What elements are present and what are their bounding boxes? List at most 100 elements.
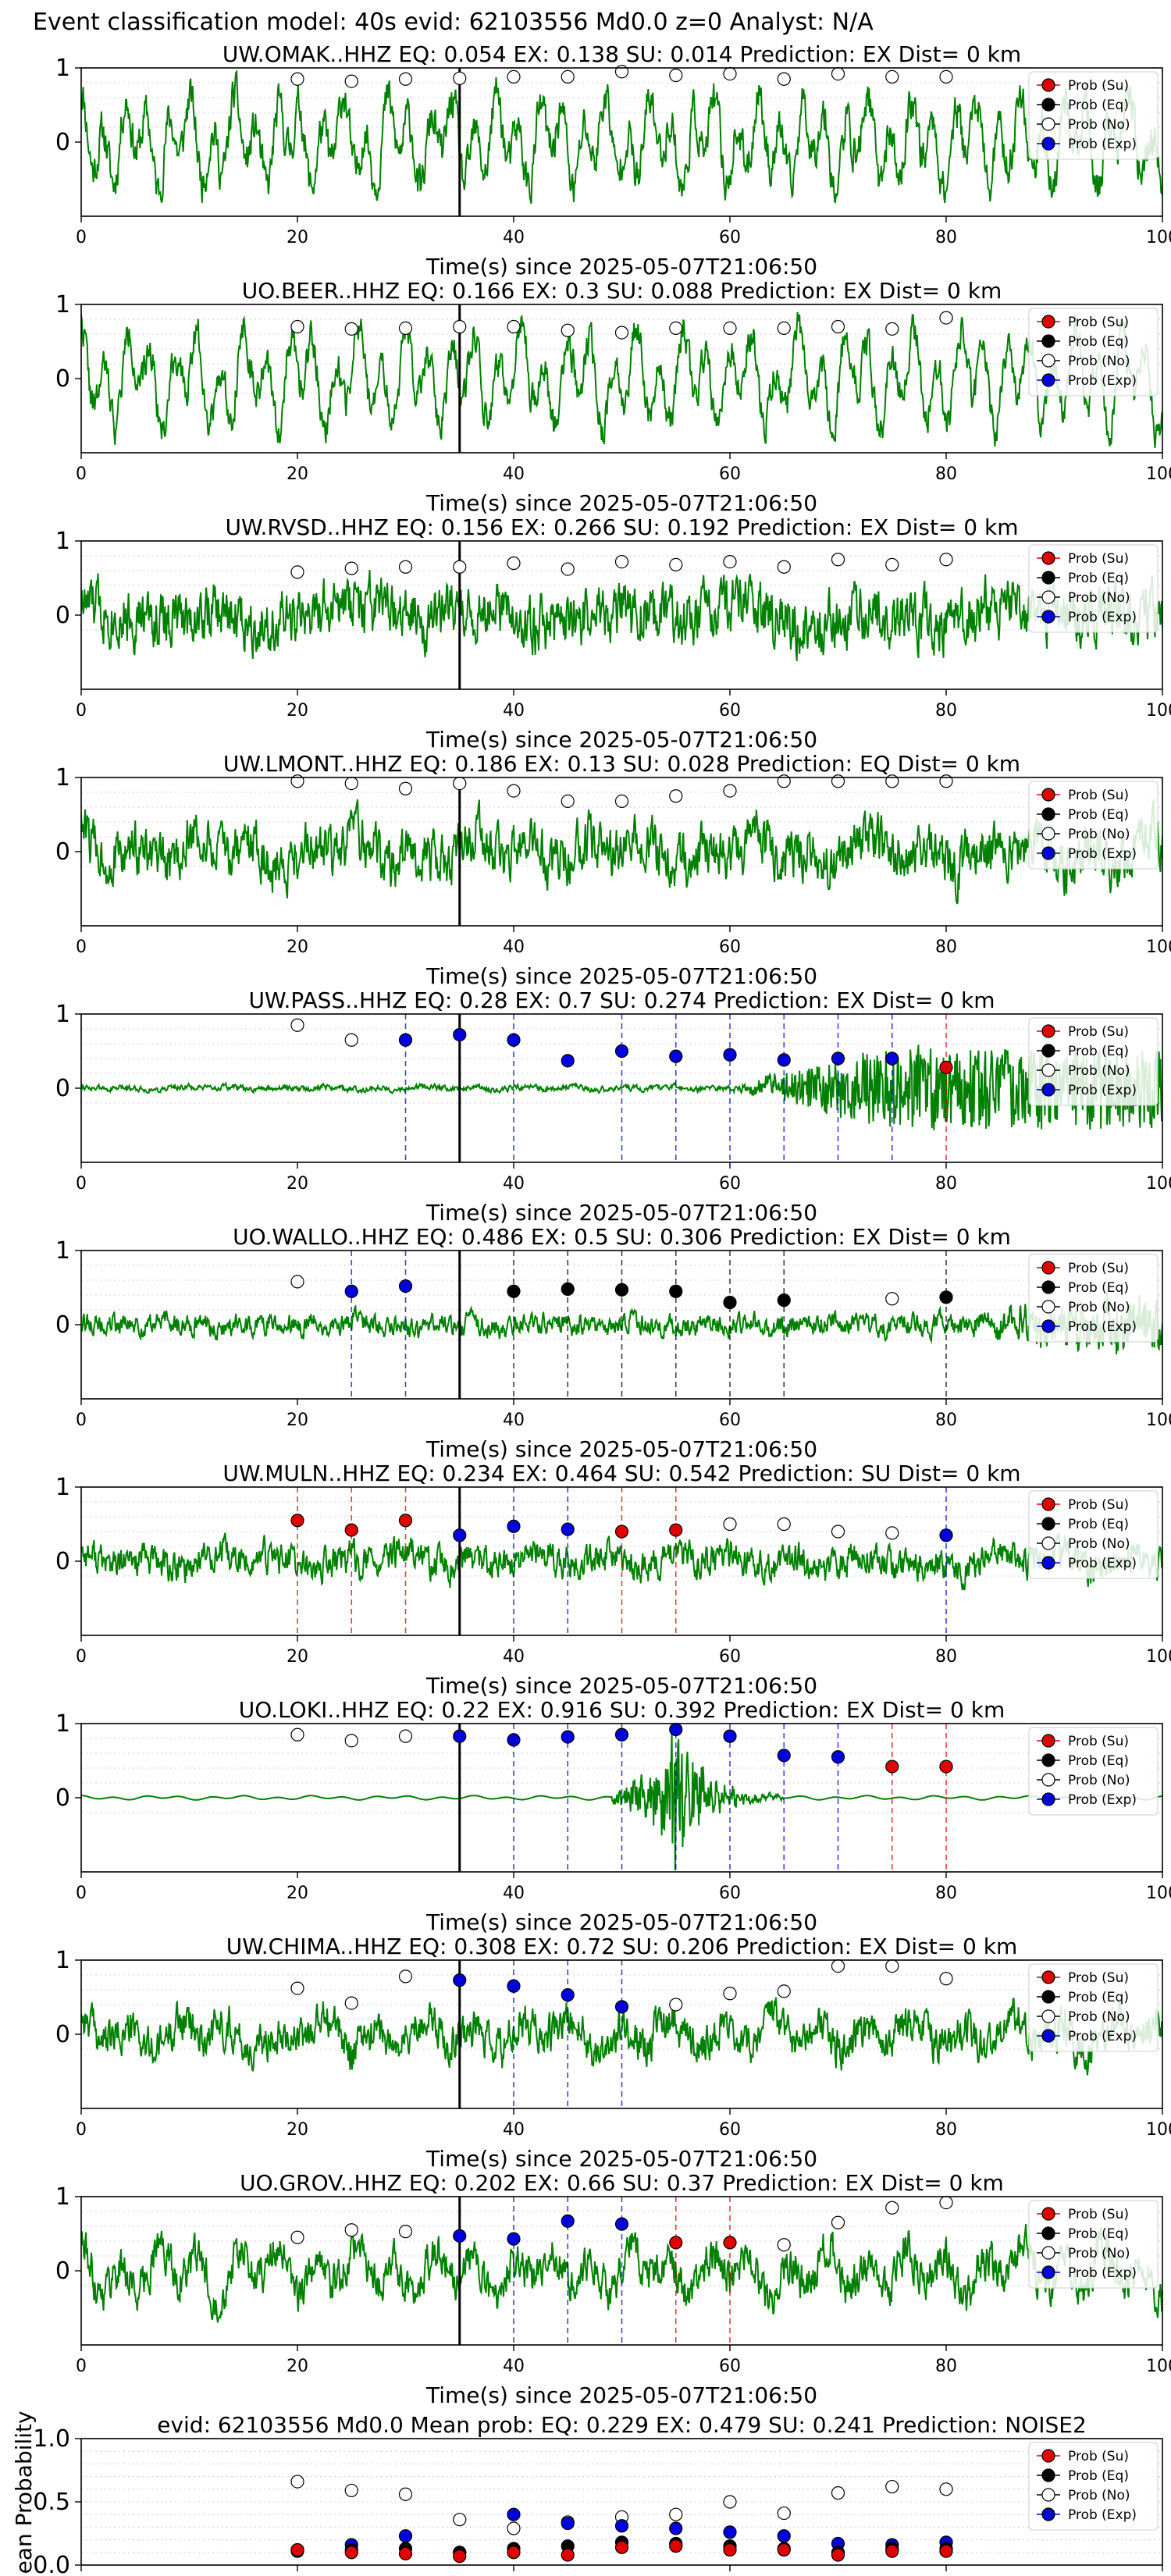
legend-label: Prob (Su) <box>1068 1970 1129 1986</box>
x-tick-label: 0 <box>76 1884 87 1903</box>
probability-point <box>344 1523 358 1537</box>
x-tick-label: 100 <box>1146 2357 1171 2376</box>
x-tick-label: 80 <box>935 701 957 720</box>
probability-point <box>561 69 575 84</box>
probability-point <box>669 2539 683 2553</box>
legend-label: Prob (Su) <box>1068 315 1129 330</box>
probability-point <box>561 2548 575 2562</box>
x-tick-label: 60 <box>719 938 741 957</box>
x-tick-label: 100 <box>1146 1647 1171 1667</box>
legend-label: Prob (Exp) <box>1068 373 1137 389</box>
waveform-trace <box>81 570 1162 661</box>
legend-label: Prob (Su) <box>1068 2449 1129 2464</box>
probability-point <box>290 319 304 334</box>
probability-point <box>885 69 899 84</box>
x-tick-label: 100 <box>1146 701 1171 720</box>
probability-point <box>723 1517 737 1532</box>
probability-point <box>507 2507 521 2521</box>
probability-point <box>344 561 358 575</box>
x-tick-label: 0 <box>76 2357 87 2376</box>
probability-point <box>614 794 629 809</box>
legend-label: Prob (Eq) <box>1068 2468 1129 2484</box>
probability-point <box>398 2225 413 2239</box>
probability-point <box>561 1522 575 1536</box>
x-tick-label: 0 <box>76 228 87 247</box>
legend-box <box>1028 1254 1159 1343</box>
legend-marker <box>1041 1753 1055 1767</box>
station-panel: UO.BEER..HHZ EQ: 0.166 EX: 0.3 SU: 0.088… <box>55 278 1171 516</box>
legend: Prob (Su) Prob (Eq) Prob (No) Prob (Exp) <box>1028 308 1159 397</box>
probability-point <box>885 774 899 788</box>
probability-point <box>561 1988 575 2002</box>
probability-point <box>723 784 737 798</box>
x-tick-label: 40 <box>503 2120 525 2140</box>
legend: Prob (Su) Prob (Eq) Prob (No) Prob (Exp) <box>1028 544 1159 633</box>
legend-box <box>1028 544 1159 633</box>
legend-marker <box>1041 590 1055 604</box>
legend-label: Prob (No) <box>1068 2009 1130 2025</box>
legend-label: Prob (Exp) <box>1068 610 1137 625</box>
legend-label: Prob (Su) <box>1068 1261 1129 1276</box>
legend-label: Prob (Eq) <box>1068 2226 1129 2242</box>
x-tick-label: 80 <box>935 938 957 957</box>
probability-point <box>507 2232 521 2246</box>
legend-box <box>1028 1490 1159 1579</box>
probability-point <box>885 1051 899 1066</box>
station-panel: UO.LOKI..HHZ EQ: 0.22 EX: 0.916 SU: 0.39… <box>55 1697 1171 1935</box>
probability-point <box>561 323 575 337</box>
probability-point <box>777 2542 791 2557</box>
probability-point <box>939 311 953 325</box>
probability-point <box>290 1275 304 1289</box>
probability-point <box>398 2529 413 2543</box>
probability-point <box>831 1959 845 1973</box>
waveform-trace <box>81 69 1162 205</box>
x-tick-label: 60 <box>719 228 741 247</box>
probability-point <box>723 2495 737 2509</box>
y-tick-label: 1 <box>55 1710 70 1738</box>
probability-point <box>561 1282 575 1297</box>
legend-label: Prob (No) <box>1068 1300 1130 1315</box>
probability-point <box>831 774 845 788</box>
probability-point <box>614 326 629 340</box>
legend-marker <box>1041 551 1055 565</box>
x-tick-label: 20 <box>287 1884 308 1903</box>
probability-point <box>939 1528 953 1542</box>
legend-label: Prob (Su) <box>1068 78 1129 94</box>
legend-label: Prob (Su) <box>1068 551 1129 567</box>
probability-point <box>290 2542 304 2557</box>
legend-label: Prob (Eq) <box>1068 571 1129 586</box>
probability-point <box>885 322 899 336</box>
y-tick-label: 0 <box>55 1075 70 1102</box>
legend-label: Prob (Su) <box>1068 2207 1129 2222</box>
x-axis-label: Time(s) since 2025-05-07T21:06:50 <box>425 1200 817 1226</box>
x-tick-label: 80 <box>935 2120 957 2140</box>
x-tick-label: 20 <box>287 1174 308 1194</box>
station-panel: UW.LMONT..HHZ EQ: 0.186 EX: 0.13 SU: 0.0… <box>55 751 1171 989</box>
x-tick-label: 20 <box>287 228 308 247</box>
x-tick-label: 20 <box>287 2120 308 2140</box>
x-tick-label: 60 <box>719 1174 741 1194</box>
station-panel: UO.WALLO..HHZ EQ: 0.486 EX: 0.5 SU: 0.30… <box>55 1224 1171 1462</box>
waveform-trace <box>81 1044 1162 1130</box>
probability-point <box>939 1290 953 1304</box>
x-tick-label: 80 <box>935 2357 957 2376</box>
probability-point <box>777 1517 791 1532</box>
legend-label: Prob (Exp) <box>1068 137 1137 152</box>
probability-point <box>453 71 467 85</box>
x-tick-label: 40 <box>503 1174 525 1194</box>
y-tick-label: 1 <box>55 1474 70 1501</box>
probability-point <box>831 553 845 567</box>
legend-marker <box>1041 827 1055 841</box>
x-tick-label: 40 <box>503 228 525 247</box>
probability-point <box>939 1759 953 1774</box>
legend-label: Prob (No) <box>1068 117 1130 133</box>
probability-point <box>507 1733 521 1747</box>
probability-point <box>398 2487 413 2501</box>
probability-point <box>669 2521 683 2535</box>
legend-marker <box>1041 1497 1055 1511</box>
legend: Prob (Su) Prob (Eq) Prob (No) Prob (Exp) <box>1028 1254 1159 1343</box>
x-tick-label: 0 <box>76 938 87 957</box>
probability-point <box>290 2230 304 2244</box>
probability-point <box>453 1027 467 1042</box>
